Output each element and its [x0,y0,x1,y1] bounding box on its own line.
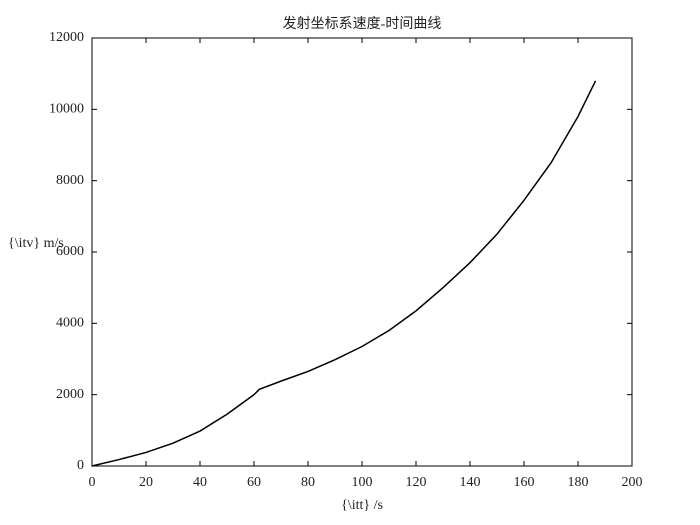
x-tick-label: 80 [301,475,315,490]
x-tick-label: 20 [139,475,153,490]
x-tick-label: 40 [193,475,207,490]
x-tick-label: 200 [622,475,643,490]
x-tick-label: 120 [406,475,427,490]
x-tick-label: 140 [460,475,481,490]
x-tick-label: 60 [247,475,261,490]
x-tick-label: 180 [568,475,589,490]
line-series [91,80,597,467]
y-tick-label: 8000 [56,173,84,188]
chart-title: 发射坐标系速度-时间曲线 [283,16,442,32]
y-tick-label: 10000 [49,102,84,117]
y-tick-label: 4000 [56,316,84,331]
y-tick-label: 6000 [56,244,84,259]
x-tick-label: 160 [514,475,535,490]
x-tick-label: 100 [352,475,373,490]
y-tick-label: 0 [77,458,84,473]
y-tick-label: 12000 [49,30,84,45]
x-tick-label: 0 [89,475,96,490]
x-axis-label: {\itt} /s [341,498,383,513]
y-tick-label: 2000 [56,387,84,402]
y-axis-label: {\itv} m/s [8,236,64,251]
